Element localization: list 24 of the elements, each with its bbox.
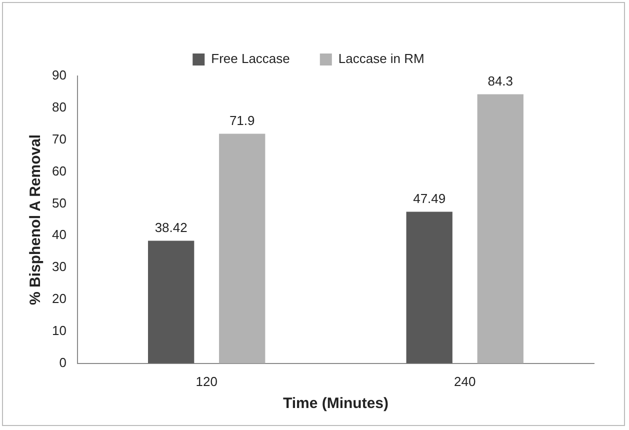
y-tick-label: 0 <box>59 354 66 370</box>
y-axis-title: % Bisphenol A Removal <box>27 134 44 305</box>
y-tick-label: 60 <box>52 163 66 178</box>
bar <box>148 240 194 364</box>
y-tick-label: 50 <box>52 195 66 210</box>
y-tick-label: 10 <box>52 323 66 338</box>
bar <box>406 212 452 364</box>
legend-label: Free Laccase <box>211 51 290 66</box>
y-tick-label: 40 <box>52 227 66 242</box>
data-label: 71.9 <box>229 112 255 128</box>
y-tick-label: 80 <box>52 100 66 115</box>
y-tick-label: 70 <box>52 131 66 146</box>
bar <box>219 134 266 364</box>
data-label: 84.3 <box>488 73 514 88</box>
x-axis-title: Time (Minutes) <box>282 395 389 412</box>
legend-label: Laccase in RM <box>338 51 424 66</box>
y-tick-label: 20 <box>52 291 66 306</box>
x-tick-label: 120 <box>196 374 218 389</box>
y-tick-label: 30 <box>52 259 66 274</box>
bar <box>477 94 524 364</box>
data-label: 38.42 <box>154 220 188 235</box>
y-tick-label: 90 <box>52 68 66 83</box>
x-tick-label: 240 <box>454 374 476 389</box>
data-label: 47.49 <box>413 190 446 206</box>
